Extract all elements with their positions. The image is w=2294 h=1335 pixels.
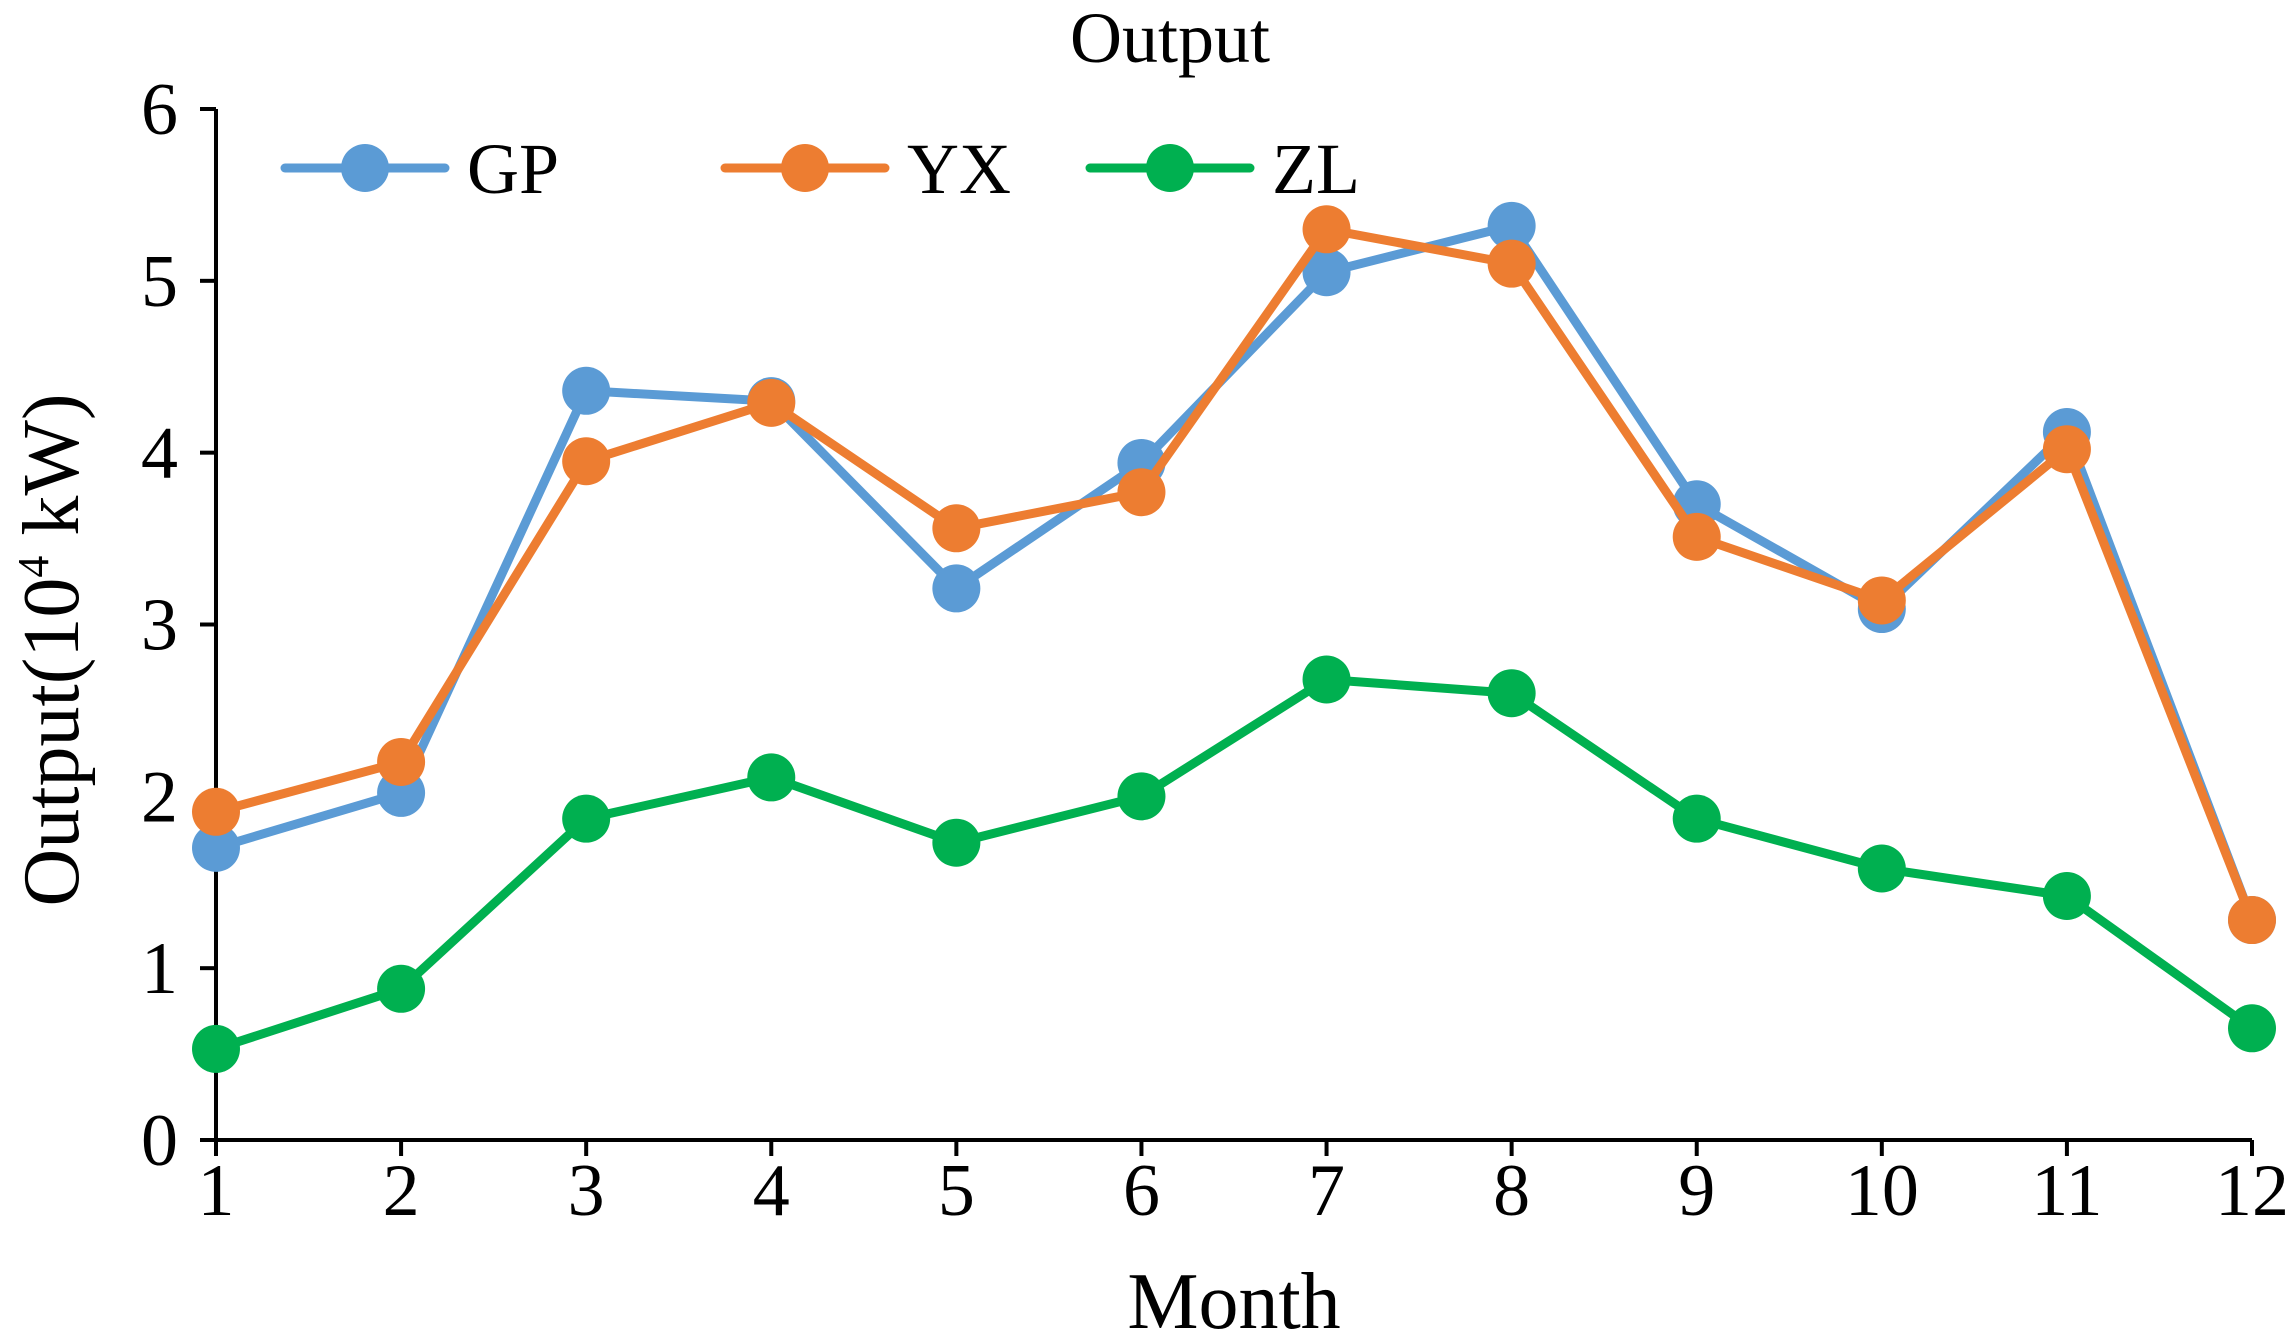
data-point-gp xyxy=(932,564,981,613)
x-tick-label: 5 xyxy=(938,1150,975,1232)
data-point-yx xyxy=(1857,576,1906,625)
data-point-gp xyxy=(192,823,240,872)
data-point-yx xyxy=(1487,239,1536,288)
chart-title: Output xyxy=(1070,0,1270,78)
x-tick-label: 10 xyxy=(1845,1150,1919,1232)
series-zl xyxy=(192,655,2276,1073)
x-tick-label: 12 xyxy=(2215,1150,2289,1232)
y-tick-label: 3 xyxy=(141,585,178,667)
data-point-yx xyxy=(1672,512,1721,561)
data-point-zl xyxy=(2228,1004,2276,1053)
data-point-zl xyxy=(1487,669,1536,718)
data-point-yx xyxy=(2228,896,2276,945)
legend-swatch-marker xyxy=(1146,144,1194,192)
x-tick-label: 9 xyxy=(1678,1150,1715,1232)
y-tick-label: 5 xyxy=(141,241,178,323)
series-line-yx xyxy=(211,224,2257,925)
y-tick-label: 6 xyxy=(141,69,178,151)
legend-label: YX xyxy=(907,129,1011,209)
data-point-zl xyxy=(1302,655,1351,704)
data-point-gp xyxy=(1302,248,1351,297)
legend-item-yx: YX xyxy=(720,129,1011,209)
data-point-zl xyxy=(1117,772,1166,821)
data-point-zl xyxy=(562,794,611,843)
x-tick-label: 2 xyxy=(383,1150,420,1232)
x-tick-label: 3 xyxy=(568,1150,605,1232)
data-point-zl xyxy=(2042,871,2091,920)
data-point-zl xyxy=(932,818,981,867)
data-point-gp xyxy=(562,366,611,415)
svg-text:Output(104 kW): Output(104 kW) xyxy=(8,393,96,906)
legend-swatch-marker xyxy=(341,144,389,192)
data-point-zl xyxy=(1672,794,1721,843)
legend-item-gp: GP xyxy=(280,129,559,209)
series-yx xyxy=(192,205,2276,945)
series-gp xyxy=(192,201,2276,945)
data-point-yx xyxy=(747,378,796,427)
legend-item-zl: ZL xyxy=(1085,129,1360,209)
data-point-zl xyxy=(377,964,426,1013)
y-axis-title: Output(104 kW) xyxy=(8,393,96,906)
y-axis-title-superscript: 4 xyxy=(9,556,58,578)
x-axis-title: Month xyxy=(1127,1258,1340,1335)
legend-label: GP xyxy=(467,129,559,209)
data-point-yx xyxy=(1302,205,1351,254)
y-tick-label: 4 xyxy=(141,413,178,495)
x-tick-label: 1 xyxy=(198,1150,235,1232)
series-layer xyxy=(192,201,2276,1073)
data-point-yx xyxy=(192,787,240,836)
y-axis-title-prefix: Output(10 xyxy=(8,578,96,907)
data-point-yx xyxy=(932,504,981,553)
x-tick-label: 8 xyxy=(1493,1150,1530,1232)
x-tick-label: 6 xyxy=(1123,1150,1160,1232)
y-tick-label: 2 xyxy=(141,756,178,838)
x-tick-label: 11 xyxy=(2031,1150,2102,1232)
y-tick-label: 1 xyxy=(141,928,178,1010)
y-axis-title-suffix: kW) xyxy=(8,393,96,555)
series-line-zl xyxy=(211,675,2257,1054)
data-point-yx xyxy=(2042,425,2091,474)
data-point-zl xyxy=(747,753,796,802)
data-point-zl xyxy=(1857,844,1906,893)
legend: GP YX ZL xyxy=(280,129,1360,209)
data-point-yx xyxy=(377,737,426,786)
x-tick-label: 7 xyxy=(1308,1150,1345,1232)
data-point-zl xyxy=(192,1024,240,1073)
legend-label: ZL xyxy=(1272,129,1360,209)
data-point-gp xyxy=(1487,201,1536,250)
y-tick-label: 0 xyxy=(141,1100,178,1182)
data-point-yx xyxy=(1117,468,1166,517)
x-tick-label: 4 xyxy=(753,1150,790,1232)
data-point-yx xyxy=(562,437,611,486)
legend-swatch-marker xyxy=(781,144,829,192)
